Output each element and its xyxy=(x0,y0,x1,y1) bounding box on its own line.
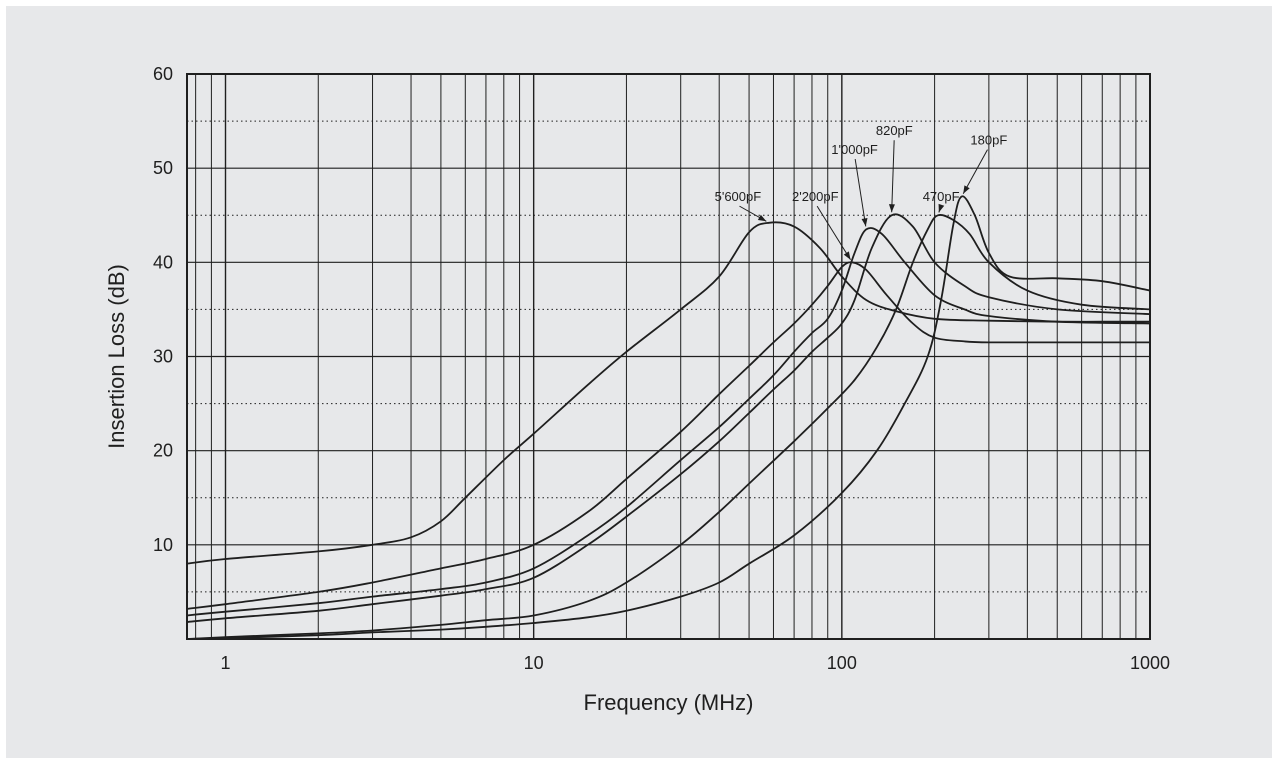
series-line xyxy=(186,195,1151,640)
x-tick-label: 1000 xyxy=(1130,653,1170,673)
y-tick-label: 10 xyxy=(153,535,173,555)
y-axis-title: Insertion Loss (dB) xyxy=(104,264,129,449)
chart-panel: 5'600pF 2'200pF 1'000pF 820pF 470pF 180pF 1 10… xyxy=(6,6,1272,758)
series-label: 5'600pF xyxy=(715,189,762,204)
series-line xyxy=(186,227,1151,617)
series-line xyxy=(186,221,1151,565)
series-label: 2'200pF xyxy=(792,189,839,204)
series-line xyxy=(186,214,1151,640)
y-tick-label: 30 xyxy=(153,347,173,367)
tick-labels: 1 10 100 1000 10 20 30 40 50 60 xyxy=(153,64,1170,673)
curves xyxy=(186,195,1151,640)
insertion-loss-chart: 5'600pF 2'200pF 1'000pF 820pF 470pF 180pF 1 10… xyxy=(104,64,1170,715)
label-arrowhead xyxy=(757,214,767,222)
x-tick-label: 10 xyxy=(524,653,544,673)
label-leader xyxy=(962,149,988,195)
label-arrowhead xyxy=(861,218,868,227)
x-axis-title: Frequency (MHz) xyxy=(584,690,754,715)
x-tick-label: 1 xyxy=(220,653,230,673)
series-line xyxy=(186,213,1151,623)
label-arrowhead xyxy=(938,203,945,213)
series-label: 180pF xyxy=(970,133,1007,148)
curve-labels: 5'600pF 2'200pF 1'000pF 820pF 470pF 180pF xyxy=(715,123,1007,261)
label-arrowhead xyxy=(843,251,851,260)
y-tick-label: 20 xyxy=(153,441,173,461)
series-line xyxy=(186,261,1151,610)
y-tick-label: 60 xyxy=(153,64,173,84)
label-leader xyxy=(891,140,895,213)
x-tick-label: 100 xyxy=(827,653,857,673)
y-tick-label: 50 xyxy=(153,158,173,178)
series-label: 820pF xyxy=(876,123,913,138)
label-leader xyxy=(816,205,851,261)
series-label: 470pF xyxy=(923,189,960,204)
label-leader xyxy=(854,158,867,227)
series-label: 1'000pF xyxy=(831,142,878,157)
label-arrowhead xyxy=(963,185,970,194)
plot-frame xyxy=(186,73,1151,640)
y-tick-label: 40 xyxy=(153,252,173,272)
label-arrowhead xyxy=(888,204,895,213)
